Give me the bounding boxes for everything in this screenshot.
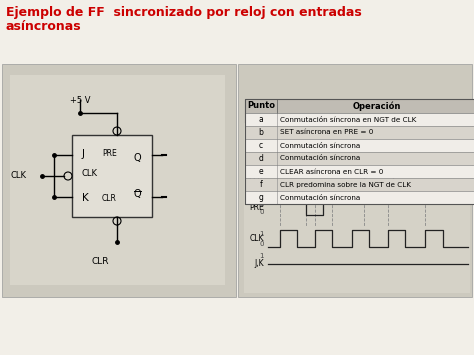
- Text: SET asíncrona en PRE = 0: SET asíncrona en PRE = 0: [280, 130, 374, 136]
- Text: Q: Q: [134, 153, 142, 163]
- Text: Conmutación síncrona: Conmutación síncrona: [280, 142, 360, 148]
- Text: CLK: CLK: [249, 234, 264, 243]
- Text: c: c: [259, 141, 263, 150]
- Text: asíncronas: asíncronas: [6, 20, 82, 33]
- Text: Operación: Operación: [353, 101, 401, 111]
- Text: CLR: CLR: [91, 257, 109, 266]
- Bar: [245, 139, 474, 152]
- Text: e: e: [259, 167, 264, 176]
- Bar: [245, 152, 474, 165]
- Text: 1: 1: [259, 201, 264, 207]
- Text: Q: Q: [134, 189, 142, 199]
- Text: 0: 0: [259, 208, 264, 214]
- Bar: [245, 113, 474, 126]
- Bar: [238, 64, 472, 297]
- Bar: [244, 123, 470, 293]
- Text: g: g: [258, 193, 264, 202]
- Text: a: a: [259, 115, 264, 124]
- Text: +5 V: +5 V: [70, 96, 91, 105]
- Text: CLR predomina sobre la NGT de CLK: CLR predomina sobre la NGT de CLK: [280, 181, 411, 187]
- Bar: [245, 126, 474, 139]
- Bar: [10, 75, 225, 285]
- Text: Ejemplo de FF  sincronizado por reloj con entradas: Ejemplo de FF sincronizado por reloj con…: [6, 6, 362, 19]
- Bar: [72, 135, 152, 217]
- Text: Conmutación síncrona en NGT de CLK: Conmutación síncrona en NGT de CLK: [280, 116, 416, 122]
- Text: CLK: CLK: [82, 169, 98, 179]
- Text: 1: 1: [259, 169, 264, 175]
- Bar: [2, 64, 236, 297]
- Text: CLEAR asíncrona en CLR = 0: CLEAR asíncrona en CLR = 0: [280, 169, 383, 175]
- Text: J: J: [82, 149, 85, 159]
- Text: b: b: [258, 128, 264, 137]
- Text: 0: 0: [259, 179, 264, 185]
- Bar: [245, 178, 474, 191]
- Text: d: d: [258, 154, 264, 163]
- Text: 0: 0: [259, 240, 264, 246]
- Text: PRE: PRE: [102, 149, 117, 158]
- Bar: [245, 99, 474, 113]
- Text: CLK: CLK: [11, 171, 27, 180]
- Text: J,K: J,K: [255, 260, 264, 268]
- Text: f: f: [260, 180, 263, 189]
- Text: K: K: [82, 193, 89, 203]
- Text: PRE: PRE: [249, 203, 264, 212]
- Text: 1: 1: [259, 230, 264, 236]
- Text: 1: 1: [259, 253, 264, 259]
- Bar: [245, 191, 474, 204]
- Bar: [245, 99, 474, 204]
- Text: Conmutación síncrona: Conmutación síncrona: [280, 195, 360, 201]
- Bar: [245, 165, 474, 178]
- Text: CLR: CLR: [102, 194, 117, 203]
- Text: CLR: CLR: [249, 173, 264, 181]
- Text: Conmutación síncrona: Conmutación síncrona: [280, 155, 360, 162]
- Text: Punto: Punto: [247, 102, 275, 110]
